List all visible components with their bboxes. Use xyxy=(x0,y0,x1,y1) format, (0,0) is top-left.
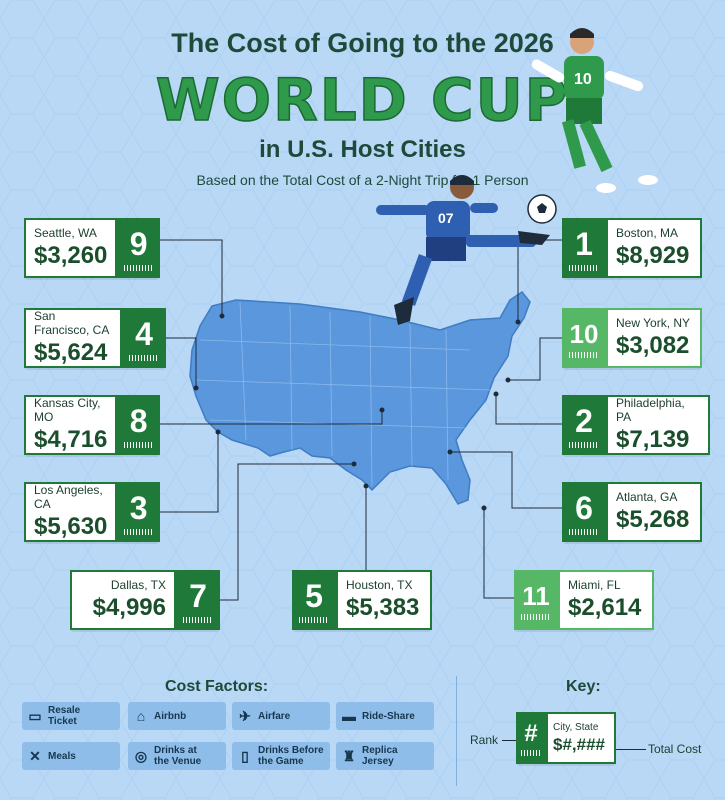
city-name: Seattle, WA xyxy=(34,226,97,240)
factor-resale-ticket: ▭ Resale Ticket xyxy=(22,702,120,730)
factor-label: Resale Ticket xyxy=(48,705,81,727)
factor-label: Airbnb xyxy=(154,710,187,722)
stadium-icon: ◎ xyxy=(134,747,148,764)
key-cost-line xyxy=(616,749,646,750)
city-name: Philadelphia, PA xyxy=(616,396,685,424)
city-card-san-francisco: San Francisco, CA $5,624 4 xyxy=(24,308,166,368)
city-card-boston: Boston, MA $8,929 1 xyxy=(562,218,702,278)
city-card-miami: Miami, FL $2,614 11 xyxy=(514,570,654,630)
factor-airfare: ✈ Airfare xyxy=(232,702,330,730)
title-line-3: in U.S. Host Cities xyxy=(259,136,466,163)
house-icon: ⌂ xyxy=(136,708,146,724)
factor-drinks-venue: ◎ Drinks at the Venue xyxy=(128,742,226,770)
city-cost: $5,624 xyxy=(34,339,108,366)
city-name: San Francisco, CA xyxy=(34,309,110,337)
factor-airbnb: ⌂ Airbnb xyxy=(128,702,226,730)
city-name: Dallas, TX xyxy=(110,578,166,592)
city-name: New York, NY xyxy=(616,316,691,330)
city-rank: 2 xyxy=(575,402,593,439)
city-cost: $3,082 xyxy=(616,332,690,359)
city-card-dallas: Dallas, TX $4,996 7 xyxy=(70,570,220,630)
city-card-los-angeles: Los Angeles, CA $5,630 3 xyxy=(24,482,160,542)
airplane-icon: ✈ xyxy=(239,707,251,724)
car-icon: ▬ xyxy=(342,708,356,724)
section-divider xyxy=(456,676,457,786)
city-name: Miami, FL xyxy=(568,578,621,592)
key-rank-line xyxy=(502,740,516,741)
us-map-shape xyxy=(189,290,531,505)
factor-label: Meals xyxy=(48,750,76,762)
city-cost: $8,929 xyxy=(616,242,690,269)
utensils-icon: ✕ xyxy=(29,747,41,764)
player-10-number: 10 xyxy=(574,71,592,88)
city-name: Atlanta, GA xyxy=(616,490,678,504)
city-dots xyxy=(193,313,521,511)
city-rank: 4 xyxy=(135,315,153,352)
city-cost: $5,630 xyxy=(34,513,108,540)
city-name: Kansas City, MO xyxy=(34,396,101,424)
player-07-number: 07 xyxy=(438,210,454,226)
city-rank: 3 xyxy=(129,489,148,526)
city-rank: 1 xyxy=(575,225,593,262)
city-rank: 9 xyxy=(129,225,148,262)
factor-ride-share: ▬ Ride-Share xyxy=(336,702,434,730)
key-title: Key: xyxy=(566,678,601,695)
city-cost: $5,268 xyxy=(616,506,690,533)
city-name: Houston, TX xyxy=(346,578,413,592)
jersey-icon: ♜ xyxy=(342,747,356,764)
city-rank: 6 xyxy=(575,489,593,526)
key-card: # City, State $#,### xyxy=(516,712,616,764)
city-cost: $7,139 xyxy=(616,426,690,453)
key-cost-placeholder: $#,### xyxy=(553,734,605,754)
player-kicking-illustration: 07 xyxy=(376,175,557,325)
title-world-cup: WORLD CUP xyxy=(155,65,570,135)
ticket-icon: ▭ xyxy=(28,707,42,724)
key-rank-label: Rank xyxy=(470,733,499,747)
city-card-kansas-city: Kansas City, MO $4,716 8 xyxy=(24,395,160,455)
city-rank: 11 xyxy=(522,580,550,611)
factor-label: Ride-Share xyxy=(362,710,415,722)
subtitle: Based on the Total Cost of a 2-Night Tri… xyxy=(196,172,529,188)
cost-factors-title: Cost Factors: xyxy=(165,678,269,695)
city-cost: $3,260 xyxy=(34,242,108,269)
key-city-placeholder: City, State xyxy=(553,721,599,733)
title-line-1: The Cost of Going to the 2026 xyxy=(171,28,554,58)
city-rank: 10 xyxy=(569,318,599,349)
city-card-philadelphia: Philadelphia, PA $7,139 2 xyxy=(562,395,710,455)
city-cost: $4,996 xyxy=(92,594,166,621)
factor-label: Drinks Before the Game xyxy=(258,745,324,767)
city-rank: 7 xyxy=(189,577,207,614)
factor-label: Drinks at the Venue xyxy=(154,745,202,767)
city-cost: $4,716 xyxy=(34,426,108,453)
city-card-seattle: Seattle, WA $3,260 9 xyxy=(24,218,160,278)
city-cost: $2,614 xyxy=(568,594,642,621)
city-card-houston: Houston, TX $5,383 5 xyxy=(292,570,432,630)
city-name: Los Angeles, CA xyxy=(34,483,103,511)
factor-drinks-before: ▯ Drinks Before the Game xyxy=(232,742,330,770)
key-rank-placeholder: # xyxy=(524,720,538,747)
factor-meals: ✕ Meals xyxy=(22,742,120,770)
key-total-label: Total Cost xyxy=(648,742,702,756)
cup-icon: ▯ xyxy=(241,747,249,764)
player-running-illustration: 10 xyxy=(531,28,658,193)
factor-label: Replica Jersey xyxy=(362,745,398,767)
city-rank: 5 xyxy=(305,577,323,614)
factor-label: Airfare xyxy=(258,710,291,722)
city-card-new-york: New York, NY $3,082 10 xyxy=(562,308,702,368)
city-rank: 8 xyxy=(129,402,148,439)
city-card-atlanta: Atlanta, GA $5,268 6 xyxy=(562,482,702,542)
city-cost: $5,383 xyxy=(346,594,420,621)
city-name: Boston, MA xyxy=(616,226,679,240)
factor-replica-jersey: ♜ Replica Jersey xyxy=(336,742,434,770)
